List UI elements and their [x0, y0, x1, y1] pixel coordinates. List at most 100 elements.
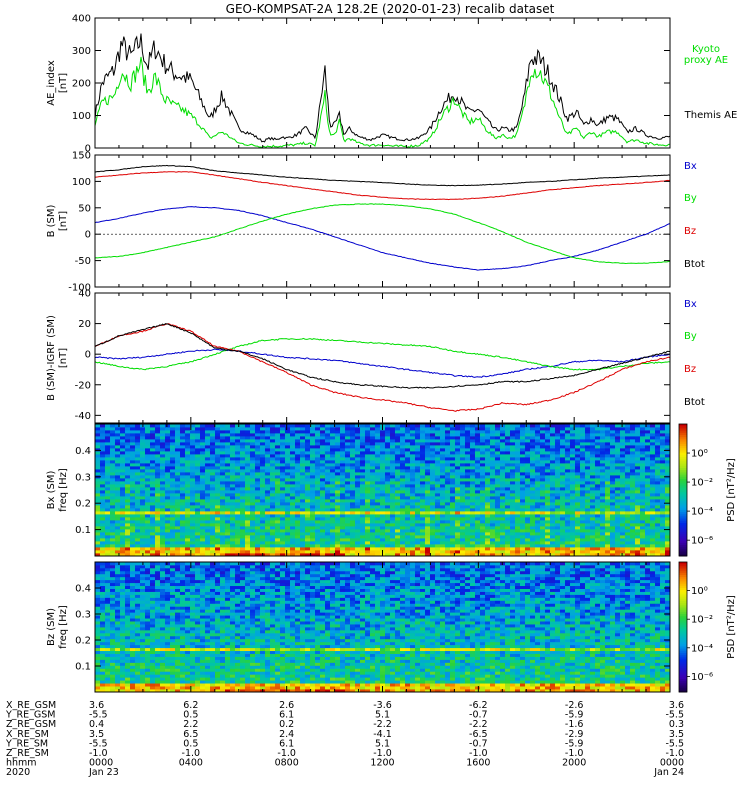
- spectrogram-cell: [360, 535, 366, 539]
- spectrogram-cell: [325, 499, 331, 503]
- spectrogram-cell: [255, 508, 261, 512]
- spectrogram-cell: [565, 433, 571, 437]
- spectrogram-cell: [410, 526, 416, 530]
- spectrogram-cell: [160, 553, 166, 557]
- spectrogram-cell: [580, 454, 586, 458]
- spectrogram-cell: [460, 427, 466, 431]
- spectrogram-cell: [95, 520, 101, 524]
- spectrogram-cell: [285, 451, 291, 455]
- spectrogram-cell: [170, 442, 176, 446]
- spectrogram-cell: [200, 511, 206, 515]
- spectrogram-cell: [475, 466, 481, 470]
- spectrogram-cell: [225, 523, 231, 527]
- spectrogram-cell: [180, 484, 186, 488]
- spectrogram-cell: [580, 487, 586, 491]
- spectrogram-cell: [155, 457, 161, 461]
- spectrogram-cell: [540, 463, 546, 467]
- spectrogram-cell: [610, 466, 616, 470]
- series-line-btot: [94, 164, 671, 187]
- spectrogram-cell: [145, 547, 151, 551]
- spectrogram-cell: [425, 532, 431, 536]
- spectrogram-cell: [115, 457, 121, 461]
- legend-by: By: [684, 193, 697, 204]
- spectrogram-cell: [350, 553, 356, 557]
- spectrogram-cell: [105, 505, 111, 509]
- spectrogram-cell: [110, 433, 116, 437]
- spectrogram-cell: [610, 514, 616, 518]
- spectrogram-cell: [230, 442, 236, 446]
- spectrogram-cell: [515, 544, 521, 548]
- spectrogram-cell: [395, 547, 401, 551]
- spectrogram-cell: [275, 433, 281, 437]
- spectrogram-cell: [515, 550, 521, 554]
- spectrogram-cell: [115, 454, 121, 458]
- spectrogram-cell: [125, 427, 131, 431]
- spectrogram-cell: [175, 457, 181, 461]
- spectrogram-cell: [615, 463, 621, 467]
- spectrogram-cell: [175, 466, 181, 470]
- spectrogram-cell: [375, 448, 381, 452]
- spectrogram-cell: [265, 517, 271, 521]
- spectrogram-cell: [605, 448, 611, 452]
- spectrogram-cell: [370, 523, 376, 527]
- spectrogram-cell: [315, 457, 321, 461]
- spectrogram-cell: [185, 445, 191, 449]
- spectrogram-cell: [575, 514, 581, 518]
- spectrogram-cell: [445, 520, 451, 524]
- spectrogram-cell: [355, 451, 361, 455]
- spectrogram-cell: [590, 511, 596, 515]
- spectrogram-cell: [410, 499, 416, 503]
- spectrogram-cell: [350, 526, 356, 530]
- spectrogram-cell: [310, 445, 316, 449]
- spectrogram-cell: [360, 550, 366, 554]
- spectrogram-cell: [480, 433, 486, 437]
- spectrogram-cell: [105, 448, 111, 452]
- spectrogram-cell: [510, 514, 516, 518]
- spectrogram-cell: [395, 463, 401, 467]
- spectrogram-cell: [315, 481, 321, 485]
- spectrogram-cell: [460, 538, 466, 542]
- spectrogram-cell: [490, 493, 496, 497]
- spectrogram-cell: [560, 538, 566, 542]
- y-tick-label: -20: [75, 380, 91, 391]
- spectrogram-cell: [230, 490, 236, 494]
- spectrogram-cell: [425, 499, 431, 503]
- spectrogram-cell: [365, 553, 371, 557]
- spectrogram-cell: [585, 496, 591, 500]
- spectrogram-cell: [270, 502, 276, 506]
- spectrogram-cell: [295, 529, 301, 533]
- spectrogram-cell: [555, 550, 561, 554]
- spectrogram-cell: [595, 514, 601, 518]
- spectrogram-cell: [625, 553, 631, 557]
- spectrogram-cell: [460, 439, 466, 443]
- spectrogram-cell: [335, 550, 341, 554]
- spectrogram-cell: [525, 493, 531, 497]
- spectrogram-cell: [535, 508, 541, 512]
- spectrogram-cell: [310, 538, 316, 542]
- spectrogram-cell: [295, 478, 301, 482]
- spectrogram-cell: [560, 511, 566, 515]
- spectrogram-cell: [295, 550, 301, 554]
- spectrogram-cell: [625, 439, 631, 443]
- spectrogram-cell: [455, 481, 461, 485]
- spectrogram-cell: [530, 457, 536, 461]
- spectrogram-cell: [390, 484, 396, 488]
- spectrogram-cell: [460, 445, 466, 449]
- spectrogram-cell: [555, 457, 561, 461]
- spectrogram-cell: [325, 466, 331, 470]
- spectrogram-cell: [270, 478, 276, 482]
- spectrogram-cell: [210, 493, 216, 497]
- spectrogram-cell: [575, 424, 581, 428]
- spectrogram-cell: [410, 523, 416, 527]
- spectrogram-cell: [570, 526, 576, 530]
- legend-themis-ae: Themis AE: [684, 110, 738, 121]
- spectrogram-cell: [350, 442, 356, 446]
- spectrogram-cell: [125, 433, 131, 437]
- spectrogram-cell: [485, 505, 491, 509]
- spectrogram-cell: [260, 529, 266, 533]
- spectrogram-cell: [540, 541, 546, 545]
- spectrogram-cell: [280, 445, 286, 449]
- spectrogram-cell: [240, 439, 246, 443]
- spectrogram-cell: [510, 544, 516, 548]
- spectrogram-cell: [410, 424, 416, 428]
